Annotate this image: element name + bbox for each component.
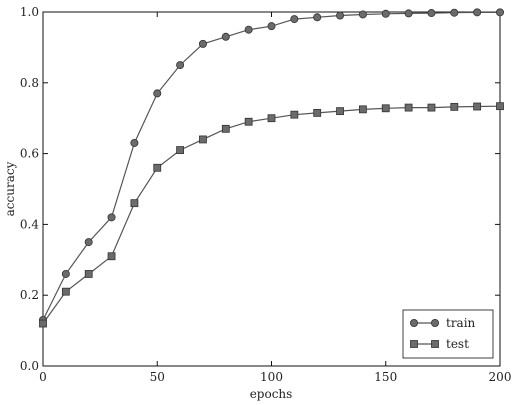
point-test	[130, 199, 139, 208]
series-lines	[42, 11, 501, 324]
legend-marker-test-end	[431, 340, 439, 348]
point-test	[244, 117, 253, 126]
y-tick-label: 1.0	[20, 5, 39, 19]
x-tick-label: 200	[489, 370, 512, 384]
y-tick-label: 0.2	[20, 288, 39, 302]
point-test	[404, 103, 413, 112]
y-tick-label: 0.0	[20, 359, 39, 373]
legend-box	[402, 309, 494, 359]
point-train	[381, 9, 390, 18]
point-train	[267, 22, 276, 31]
point-test	[153, 163, 162, 172]
x-tick-label: 150	[374, 370, 397, 384]
point-train	[290, 15, 299, 24]
point-train	[176, 61, 185, 70]
series-line-train	[42, 11, 500, 321]
point-test	[61, 287, 70, 296]
axis-ticks: 0 50 100 150 200 0.0 0.2 0.4 0.6 0.8 1.0	[20, 5, 512, 384]
y-axis-title: accuracy	[3, 161, 17, 216]
point-test	[199, 135, 207, 144]
point-test	[267, 114, 276, 123]
legend-marker-train-end	[430, 318, 439, 327]
y-tick-label: 0.6	[20, 147, 39, 161]
series-markers	[39, 8, 504, 328]
point-train	[130, 138, 139, 147]
point-test	[450, 102, 459, 111]
point-train	[198, 39, 207, 48]
point-test	[39, 319, 47, 328]
point-train	[61, 269, 70, 278]
point-train	[358, 10, 367, 19]
point-test	[473, 102, 482, 111]
point-test	[107, 252, 116, 261]
point-train	[153, 89, 162, 98]
x-tick-label: 100	[260, 370, 283, 384]
point-test	[221, 124, 230, 133]
legend-marker-test	[410, 340, 418, 348]
point-test	[358, 105, 367, 114]
legend-marker-train	[409, 318, 418, 327]
point-test	[313, 108, 322, 117]
point-train	[221, 32, 230, 41]
point-test	[176, 146, 185, 154]
legend-label-train: train	[446, 316, 476, 330]
point-train	[244, 25, 253, 34]
point-train	[473, 8, 482, 17]
point-train	[107, 213, 116, 222]
point-test	[336, 107, 344, 116]
point-test	[290, 110, 299, 119]
legend-label-test: test	[446, 337, 469, 351]
y-tick-label: 0.4	[20, 217, 39, 231]
point-train	[84, 238, 93, 247]
x-axis-title: epochs	[250, 387, 293, 401]
point-train	[450, 8, 459, 17]
point-test	[84, 270, 93, 278]
point-train	[313, 13, 322, 22]
point-test	[427, 103, 436, 112]
x-tick-label: 50	[150, 370, 165, 384]
y-tick-label: 0.8	[20, 76, 39, 90]
point-train	[404, 9, 413, 18]
point-train	[495, 8, 504, 17]
point-test	[496, 102, 504, 111]
x-tick-label: 0	[39, 370, 47, 384]
point-train	[336, 11, 345, 20]
point-train	[427, 9, 436, 18]
legend: train test	[402, 309, 494, 359]
point-test	[381, 104, 390, 113]
